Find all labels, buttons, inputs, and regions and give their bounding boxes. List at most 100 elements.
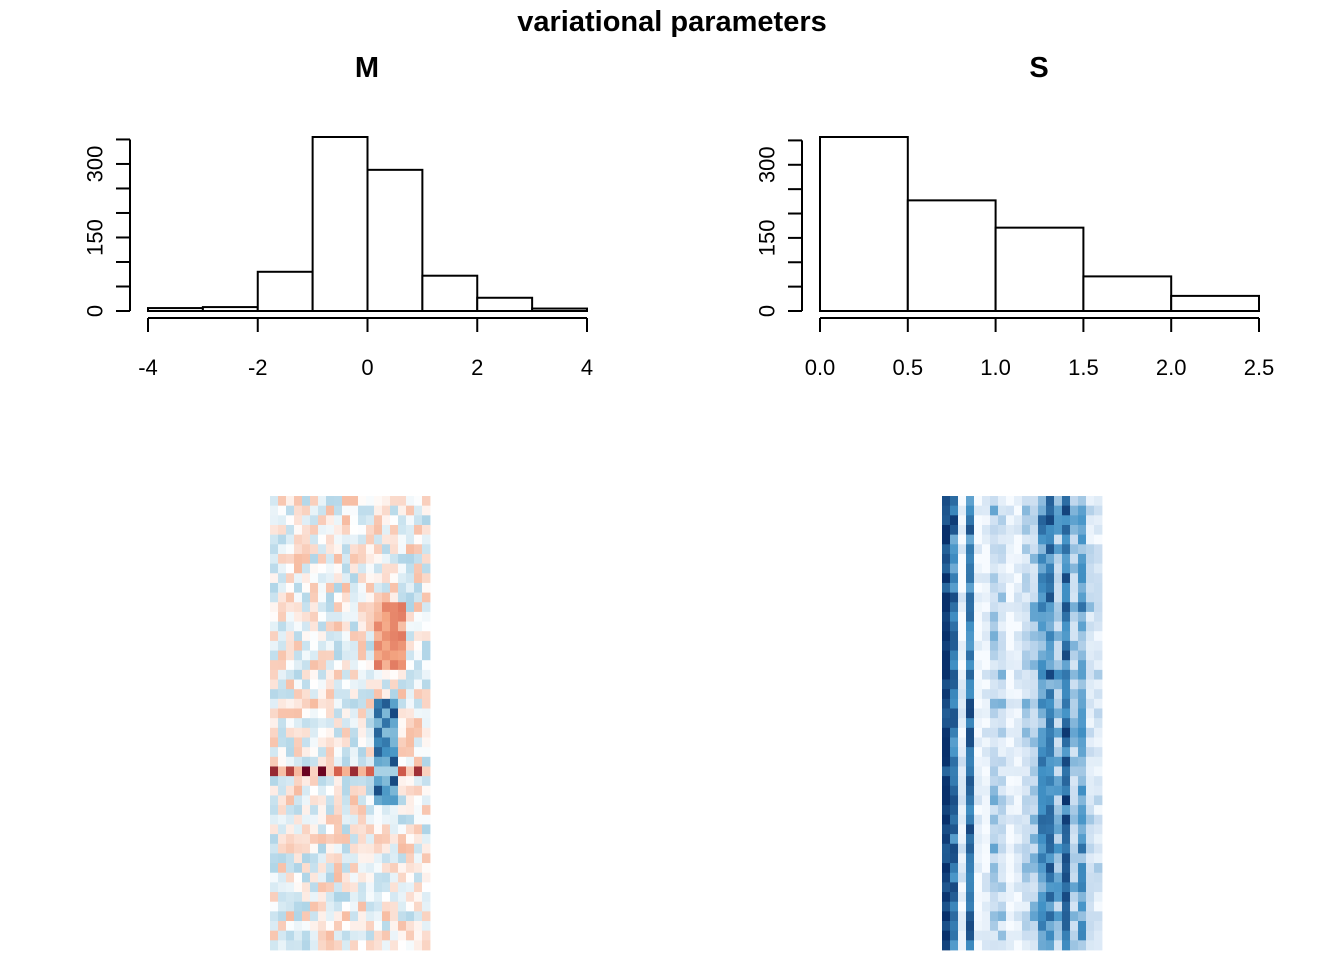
- heatmap-m-cell: [390, 805, 399, 816]
- heatmap-m-cell: [342, 524, 351, 536]
- heatmap-s-cell: [958, 505, 967, 516]
- heatmap-m-cell: [390, 505, 399, 516]
- heatmap-s-cell: [1054, 834, 1063, 845]
- heatmap-m-cell: [342, 544, 351, 555]
- heatmap-s-cell: [990, 718, 999, 729]
- heatmap-m-cell: [294, 515, 303, 526]
- heatmap-m-cell: [326, 785, 335, 796]
- heatmap-s-cell: [1086, 930, 1095, 941]
- heatmap-s-cell: [974, 747, 983, 758]
- heatmap-s-cell: [1078, 563, 1087, 574]
- heatmap-m-cell: [294, 679, 303, 690]
- heatmap-m-cell: [342, 872, 351, 883]
- heatmap-s-cell: [966, 689, 975, 700]
- heatmap-m-cell: [294, 573, 303, 584]
- heatmap-m-cell: [294, 940, 303, 951]
- heatmap-s-cell: [1094, 515, 1103, 526]
- heatmap-m-cell: [398, 756, 407, 767]
- heatmap-m-cell: [334, 544, 343, 555]
- heatmap-s-cell: [1094, 631, 1103, 642]
- heatmap-m-cell: [366, 940, 375, 951]
- heatmap-m-cell: [318, 776, 327, 787]
- heatmap-s-cell: [1078, 940, 1087, 951]
- heatmap-s-cell: [990, 602, 999, 613]
- heatmap-s-cell: [1006, 534, 1015, 545]
- heatmap-s-cell: [1038, 843, 1047, 854]
- heatmap-m-cell: [390, 602, 399, 613]
- heatmap-s-cell: [1054, 940, 1063, 951]
- heatmap-m-cell: [390, 911, 399, 922]
- heatmap-m-cell: [422, 669, 431, 680]
- heatmap-s-cell: [1030, 660, 1039, 671]
- heatmap-s-cell: [1054, 805, 1063, 816]
- heatmap-s-cell: [1070, 496, 1079, 507]
- heatmap-m-cell: [406, 718, 415, 729]
- heatmap-s-cell: [1006, 515, 1015, 526]
- histogram-s-bar: [994, 226, 1085, 312]
- heatmap-s-cell: [1038, 882, 1047, 893]
- heatmap-m-cell: [302, 496, 311, 507]
- heatmap-m-cell: [318, 737, 327, 748]
- heatmap-s-cell: [1046, 727, 1055, 738]
- heatmap-m-cell: [302, 505, 311, 516]
- heatmap-s-cell: [1014, 496, 1023, 507]
- heatmap-m-cell: [414, 824, 423, 835]
- heatmap-m-cell: [390, 689, 399, 700]
- heatmap-s-cell: [1030, 544, 1039, 555]
- heatmap-s-cell: [1022, 534, 1031, 545]
- heatmap-s-cell: [1078, 785, 1087, 796]
- heatmap-s-cell: [1046, 524, 1055, 536]
- heatmap-m-cell: [342, 621, 351, 632]
- histogram-m-bar: [311, 136, 369, 312]
- heatmap-m-cell: [302, 515, 311, 526]
- heatmap-m-cell: [318, 640, 327, 651]
- heatmap-s-cell: [1054, 872, 1063, 883]
- heatmap-s-cell: [1046, 582, 1055, 593]
- heatmap-s-cell: [1022, 776, 1031, 787]
- heatmap-m-cell: [358, 785, 367, 796]
- heatmap-s-cell: [966, 814, 975, 825]
- heatmap-s-cell: [1094, 863, 1103, 874]
- heatmap-s-cell: [1054, 679, 1063, 690]
- heatmap-m-cell: [374, 602, 383, 613]
- heatmap-s-cell: [1046, 611, 1055, 622]
- heatmap-m-cell: [334, 805, 343, 816]
- heatmap-m-cell: [334, 602, 343, 613]
- heatmap-s-cell: [1046, 940, 1055, 951]
- heatmap-m-cell: [310, 834, 319, 845]
- heatmap-m-cell: [358, 679, 367, 690]
- heatmap-m-cell: [422, 766, 431, 777]
- heatmap-s-cell: [998, 679, 1007, 690]
- heatmap-m-cell: [318, 727, 327, 738]
- heatmap-m-cell: [278, 882, 287, 893]
- heatmap-s-cell: [950, 631, 959, 642]
- heatmap-m-cell: [294, 785, 303, 796]
- heatmap-m-cell: [270, 814, 279, 825]
- heatmap-m-cell: [342, 640, 351, 651]
- heatmap-m-cell: [414, 708, 423, 719]
- heatmap-m-cell: [358, 795, 367, 806]
- heatmap-s-cell: [974, 573, 983, 584]
- heatmap-m-cell: [422, 930, 431, 941]
- heatmap-s-cell: [950, 640, 959, 651]
- heatmap-s-cell: [942, 602, 951, 613]
- heatmap-s-cell: [1054, 592, 1063, 603]
- heatmap-m-cell: [334, 921, 343, 932]
- heatmap-m-cell: [406, 689, 415, 700]
- heatmap-m-cell: [318, 631, 327, 642]
- heatmap-s-cell: [1054, 756, 1063, 767]
- heatmap-m-cell: [374, 930, 383, 941]
- heatmap-s-cell: [1030, 911, 1039, 922]
- heatmap-s-cell: [958, 563, 967, 574]
- heatmap-m-cell: [350, 901, 359, 912]
- heatmap-m-cell: [406, 563, 415, 574]
- heatmap-s-cell: [1086, 795, 1095, 806]
- heatmap-m-cell: [390, 814, 399, 825]
- heatmap-m-cell: [294, 563, 303, 574]
- heatmap-s-cell: [1022, 930, 1031, 941]
- heatmap-s-cell: [1054, 553, 1063, 565]
- heatmap-m-cell: [302, 843, 311, 854]
- heatmap-m-cell: [374, 863, 383, 874]
- heatmap-s-cell: [950, 515, 959, 526]
- heatmap-m-cell: [342, 911, 351, 922]
